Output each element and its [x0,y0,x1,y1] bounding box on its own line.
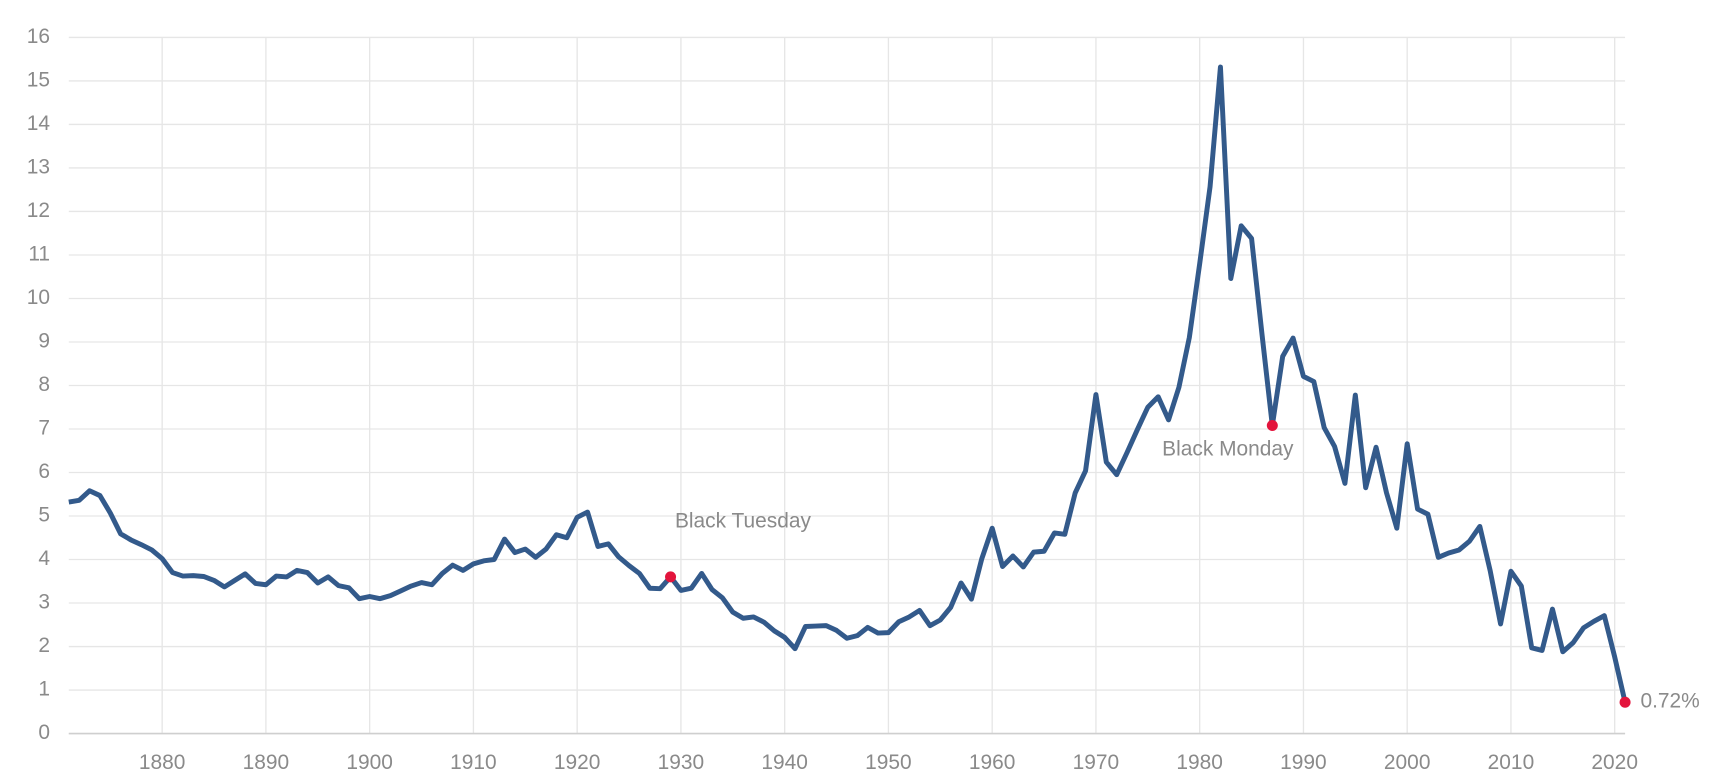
x-tick-label: 1890 [243,751,290,774]
y-tick-label: 2 [38,634,50,657]
end-dot [1619,696,1631,708]
x-tick-label: 2010 [1488,751,1535,774]
x-tick-label: 1990 [1280,751,1327,774]
y-tick-label: 5 [38,504,50,527]
y-tick-label: 11 [28,243,50,266]
x-tick-label: 1920 [554,751,601,774]
x-tick-label: 1970 [1073,751,1120,774]
y-tick-label: 9 [38,330,50,353]
y-tick-label: 16 [27,25,50,48]
x-tick-label: 1940 [761,751,808,774]
y-tick-label: 8 [38,373,50,396]
event-dot [1266,420,1278,432]
x-tick-label: 1900 [346,751,393,774]
y-tick-label: 4 [38,547,50,570]
annotation: Black Monday [1162,437,1294,460]
x-tick-label: 1930 [658,751,705,774]
y-tick-label: 12 [27,199,50,222]
x-tick-label: 1980 [1176,751,1223,774]
x-tick-label: 1960 [969,751,1016,774]
event-dot [665,571,677,583]
x-tick-label: 2020 [1591,751,1638,774]
x-tick-label: 1950 [865,751,912,774]
x-tick-label: 1880 [139,751,186,774]
y-tick-label: 0 [38,721,50,744]
y-tick-label: 1 [38,678,50,701]
annotation: Black Tuesday [675,509,812,532]
y-tick-label: 13 [27,155,50,178]
y-tick-label: 7 [38,417,50,440]
y-tick-label: 14 [27,112,51,135]
x-tick-label: 2000 [1384,751,1431,774]
value-label: 0.72% [1640,690,1699,713]
x-tick-label: 1910 [450,751,497,774]
y-tick-label: 10 [27,286,50,309]
y-tick-label: 6 [38,460,50,483]
line [68,64,1628,703]
y-tick-label: 3 [38,591,50,614]
y-tick-label: 15 [27,68,50,91]
